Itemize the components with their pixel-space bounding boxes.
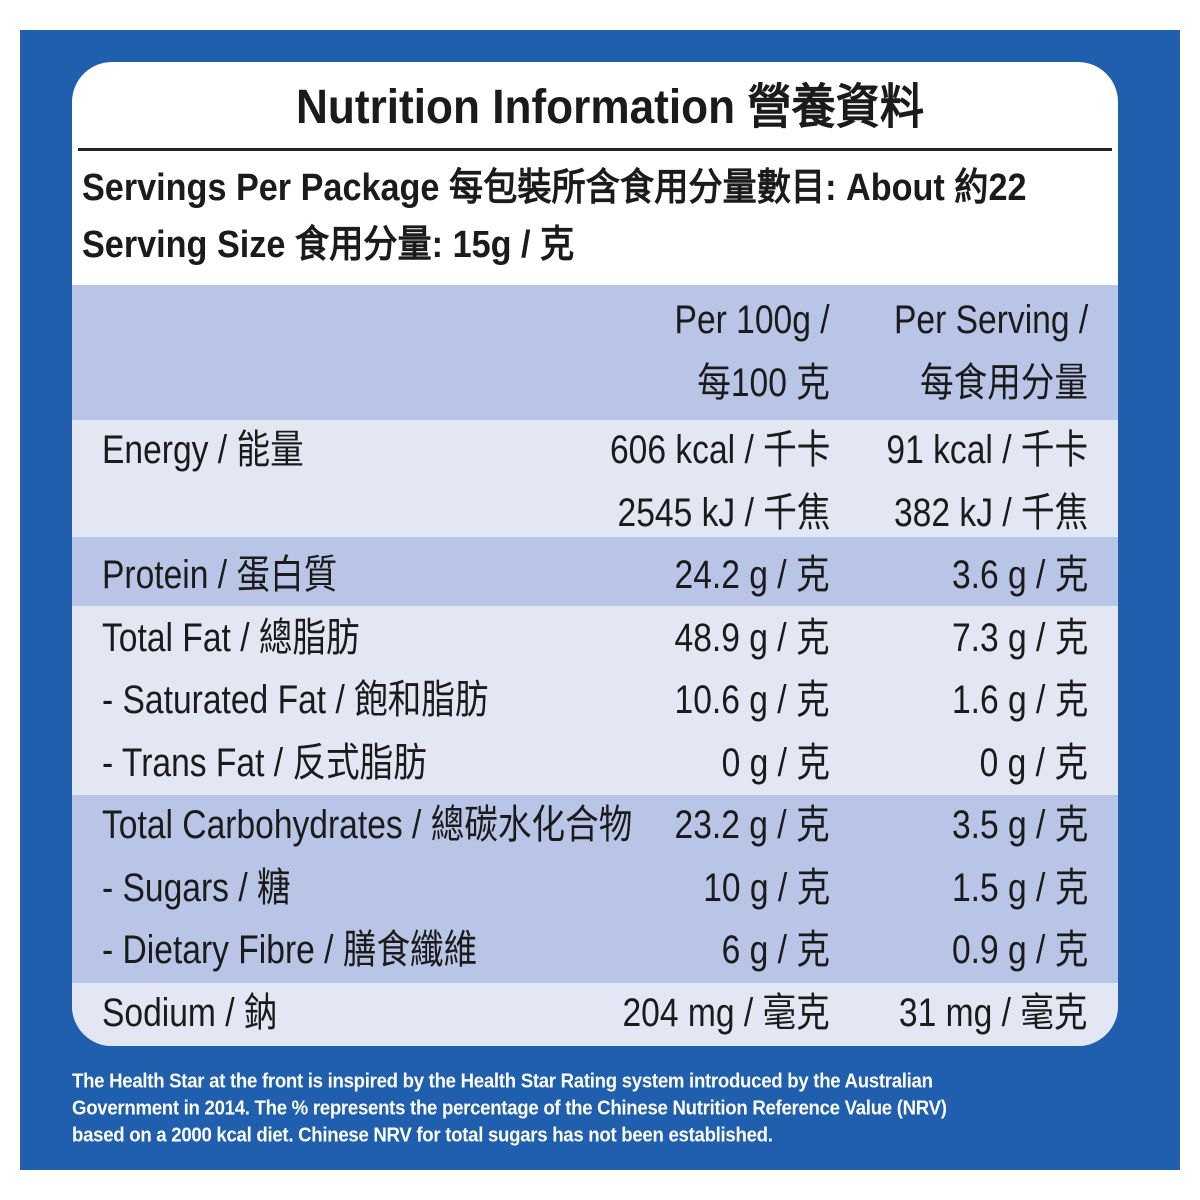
nutrient-label: - Dietary Fibre / 膳食纖維 bbox=[102, 928, 478, 972]
per-serving: 91 kcal / 千卡 bbox=[886, 428, 1088, 472]
per-100g: 2545 kJ / 千焦 bbox=[617, 490, 830, 535]
per-serving: 3.6 g / 克 bbox=[951, 553, 1088, 597]
per-serving: Per Serving / bbox=[893, 298, 1088, 342]
per-100g: 204 mg / 毫克 bbox=[622, 990, 830, 1035]
title: Nutrition Information 營養資料 bbox=[295, 81, 925, 134]
label-panel: Nutrition Information 營養資料 Servings Per … bbox=[72, 62, 1118, 1046]
nutrient-label: Energy / 能量 bbox=[102, 428, 304, 472]
band bbox=[72, 606, 1118, 795]
per-serving: 3.5 g / 克 bbox=[951, 803, 1088, 847]
nutrient-label: Total Carbohydrates / 總碳水化合物 bbox=[102, 803, 633, 847]
per-100g: 0 g / 克 bbox=[721, 740, 830, 785]
nutrient-label: Protein / 蛋白質 bbox=[102, 553, 338, 597]
per-serving: 382 kJ / 千焦 bbox=[893, 490, 1088, 535]
per-serving: 1.5 g / 克 bbox=[951, 865, 1088, 910]
per-serving: 每食用分量 bbox=[920, 360, 1088, 405]
per-100g: 48.9 g / 克 bbox=[674, 615, 830, 660]
band bbox=[72, 420, 1118, 537]
per-100g: 每100 克 bbox=[697, 360, 830, 405]
footnote: The Health Star at the front is inspired… bbox=[72, 1070, 933, 1093]
per-100g: 23.2 g / 克 bbox=[674, 803, 830, 847]
nutrient-label: - Trans Fat / 反式脂肪 bbox=[102, 740, 427, 785]
per-100g: 10 g / 克 bbox=[702, 865, 830, 910]
nutrient-label: Total Fat / 總脂肪 bbox=[102, 615, 360, 660]
footnote: based on a 2000 kcal diet. Chinese NRV f… bbox=[72, 1124, 773, 1147]
nutrient-label: Sodium / 鈉 bbox=[102, 990, 278, 1035]
per-serving: 31 mg / 毫克 bbox=[899, 990, 1088, 1035]
rule bbox=[78, 148, 1112, 151]
per-serving: 0 g / 克 bbox=[979, 740, 1088, 785]
nutrient-label: - Sugars / 糖 bbox=[102, 865, 291, 910]
band bbox=[72, 537, 1118, 606]
band bbox=[72, 795, 1118, 983]
per-serving: 0.9 g / 克 bbox=[951, 928, 1088, 972]
per-100g: 10.6 g / 克 bbox=[674, 678, 830, 722]
per-serving: 7.3 g / 克 bbox=[951, 615, 1088, 660]
serving-size: Serving Size 食用分量: 15g / 克 bbox=[82, 224, 575, 266]
band bbox=[72, 983, 1118, 1046]
per-serving: 1.6 g / 克 bbox=[951, 678, 1088, 722]
nutrient-label: - Saturated Fat / 飽和脂肪 bbox=[102, 678, 489, 722]
footnote: Government in 2014. The % represents the… bbox=[72, 1097, 947, 1120]
per-100g: 606 kcal / 千卡 bbox=[609, 428, 830, 472]
per-100g: Per 100g / bbox=[674, 298, 830, 342]
servings-per-package: Servings Per Package 每包裝所含食用分量數目: About … bbox=[82, 167, 1027, 209]
per-100g: 6 g / 克 bbox=[721, 928, 830, 972]
per-100g: 24.2 g / 克 bbox=[674, 553, 830, 597]
band bbox=[72, 285, 1118, 420]
